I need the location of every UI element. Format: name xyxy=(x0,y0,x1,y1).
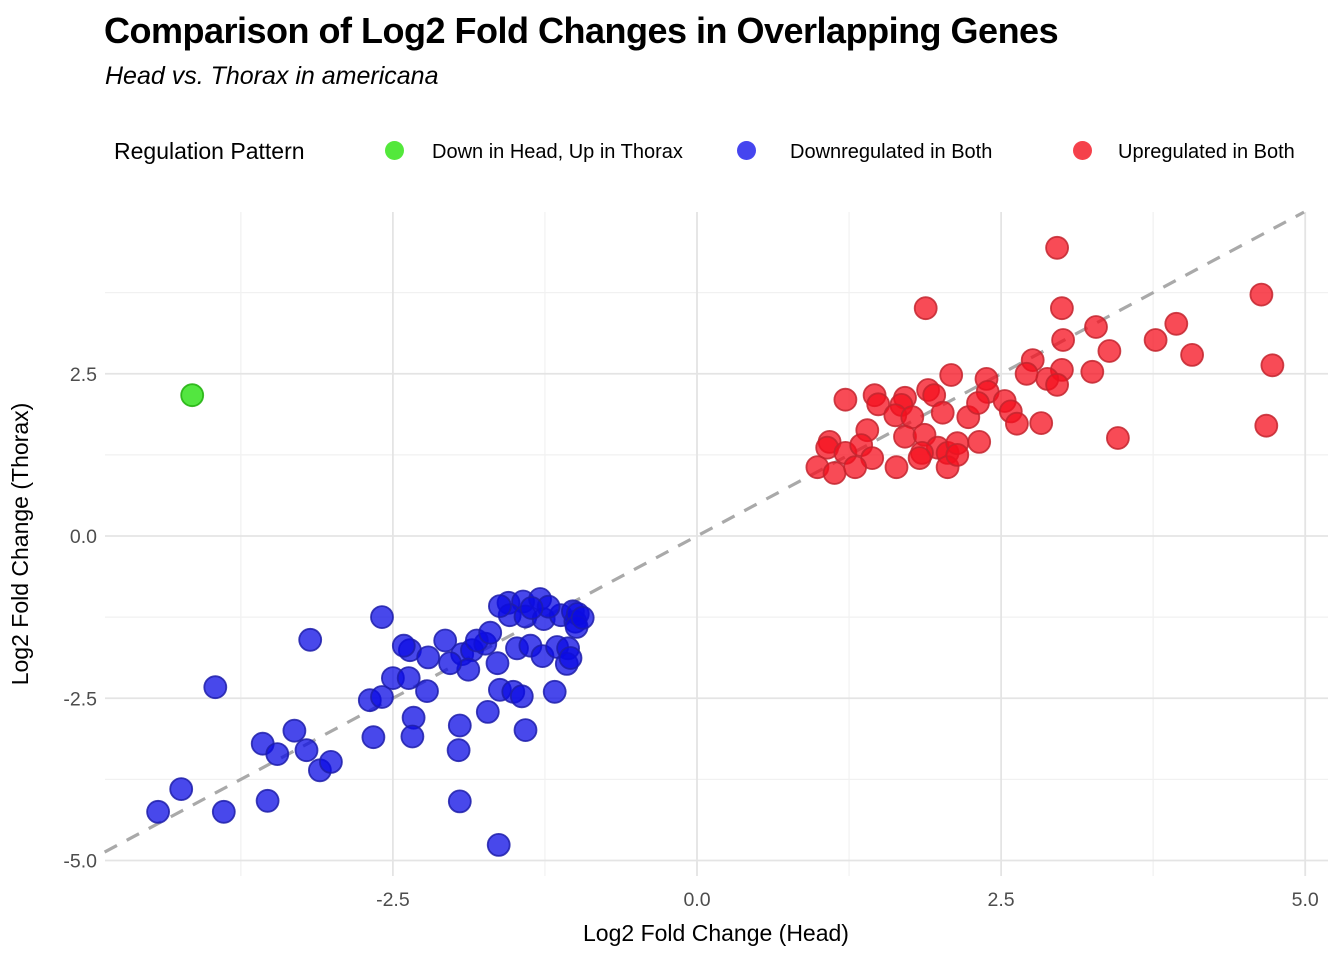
data-point xyxy=(447,789,472,814)
data-point xyxy=(893,424,917,449)
y-tick-label: 2.5 xyxy=(70,364,97,386)
axis-tick-labels: 2.5 0.0 -2.5 -5.0 -2.5 0.0 2.5 5.0 xyxy=(63,364,1319,911)
chart-subtitle: Head vs. Thorax in americana xyxy=(105,62,439,90)
data-point xyxy=(1050,296,1074,321)
data-point xyxy=(930,400,955,425)
data-point xyxy=(866,392,891,417)
data-point xyxy=(843,455,867,480)
data-point xyxy=(1080,359,1105,384)
x-tick-label: 0.0 xyxy=(683,889,710,911)
data-point xyxy=(282,718,307,743)
data-point xyxy=(1029,411,1054,436)
y-tick-label: -2.5 xyxy=(63,688,97,710)
data-point xyxy=(485,651,510,676)
data-point xyxy=(822,461,847,485)
data-point xyxy=(1014,361,1039,386)
data-point xyxy=(1249,282,1274,307)
data-point xyxy=(415,679,439,703)
data-point xyxy=(438,651,463,676)
data-point xyxy=(433,628,458,653)
data-point xyxy=(1106,426,1130,450)
data-point xyxy=(1164,311,1189,336)
legend: Regulation Pattern Down in Head, Up in T… xyxy=(0,138,1344,166)
data-point xyxy=(913,296,938,321)
data-point xyxy=(396,666,421,690)
series-0 xyxy=(180,383,205,408)
data-point xyxy=(146,799,171,824)
data-point xyxy=(1084,315,1108,339)
data-point xyxy=(513,718,538,742)
data-point xyxy=(486,833,511,857)
data-point xyxy=(370,605,394,629)
major-gridlines xyxy=(105,212,1328,876)
x-tick-label: 2.5 xyxy=(988,889,1015,911)
data-point xyxy=(1143,328,1168,352)
data-point xyxy=(370,685,394,709)
data-point xyxy=(265,742,290,766)
minor-gridlines xyxy=(105,212,1328,876)
data-point xyxy=(519,596,544,620)
y-tick-label: 0.0 xyxy=(70,526,97,548)
data-point xyxy=(907,446,932,471)
data-point xyxy=(967,429,992,454)
legend-title: Regulation Pattern xyxy=(114,138,305,164)
x-tick-label: 5.0 xyxy=(1292,889,1319,911)
data-point xyxy=(1005,411,1029,436)
legend-label-down-up: Down in Head, Up in Thorax xyxy=(432,141,683,163)
data-point xyxy=(945,442,970,467)
y-tick-label: -5.0 xyxy=(63,851,97,873)
data-point xyxy=(446,738,471,763)
data-point xyxy=(884,455,909,480)
data-point xyxy=(318,750,343,774)
data-point xyxy=(255,788,280,813)
legend-label-up-both: Upregulated in Both xyxy=(1118,141,1295,163)
data-point xyxy=(478,620,503,645)
data-point xyxy=(294,738,319,763)
data-point xyxy=(1254,413,1279,438)
legend-swatch-blue xyxy=(737,141,756,160)
data-point xyxy=(298,627,323,652)
series-1 xyxy=(146,587,595,857)
data-point xyxy=(203,675,228,700)
data-point xyxy=(1051,328,1075,352)
data-point xyxy=(361,725,386,750)
data-point xyxy=(475,700,500,724)
data-point xyxy=(180,383,205,408)
data-point xyxy=(211,799,236,824)
y-axis-title: Log2 Fold Change (Thorax) xyxy=(7,403,33,686)
x-tick-label: -2.5 xyxy=(376,889,410,911)
legend-swatch-red xyxy=(1073,141,1092,160)
data-point xyxy=(1045,372,1069,397)
data-point xyxy=(416,645,441,670)
data-point xyxy=(833,387,858,412)
data-point xyxy=(1045,235,1069,260)
chart-title: Comparison of Log2 Fold Changes in Overl… xyxy=(104,10,1059,51)
data-point xyxy=(558,646,583,670)
data-point xyxy=(1097,339,1122,363)
data-point xyxy=(169,777,194,801)
x-axis-title: Log2 Fold Change (Head) xyxy=(583,920,849,946)
legend-swatch-green xyxy=(385,141,404,160)
legend-label-down-both: Downregulated in Both xyxy=(790,141,993,163)
data-point xyxy=(966,391,990,415)
data-point xyxy=(939,363,964,387)
data-point xyxy=(391,633,416,658)
series-2 xyxy=(805,235,1285,485)
data-point xyxy=(1260,353,1285,378)
data-point xyxy=(542,679,567,704)
data-point xyxy=(400,724,425,749)
data-point xyxy=(447,713,472,738)
data-point xyxy=(509,684,534,709)
data-point xyxy=(570,605,595,630)
data-point xyxy=(1180,342,1204,367)
data-point xyxy=(487,594,512,618)
data-points xyxy=(146,235,1285,857)
